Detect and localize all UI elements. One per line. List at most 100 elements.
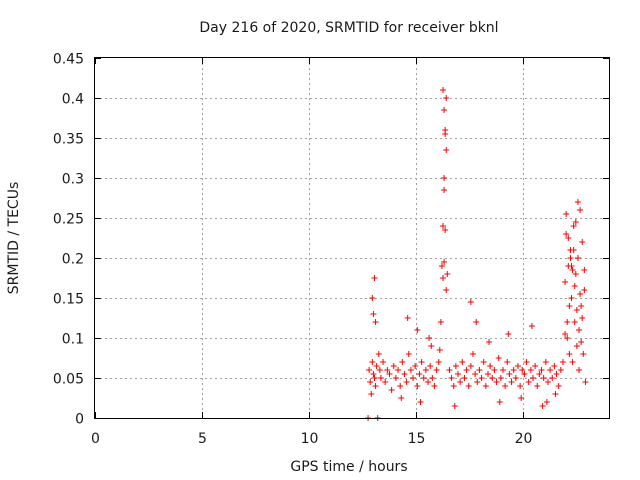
data-point <box>373 363 380 369</box>
data-point <box>437 319 444 325</box>
data-point <box>534 383 541 389</box>
data-point <box>433 367 440 373</box>
data-point <box>399 359 406 365</box>
y-tick-label: 0.25 <box>53 212 84 228</box>
data-point <box>441 175 448 181</box>
data-point <box>431 383 438 389</box>
data-point <box>510 367 517 373</box>
data-point <box>452 363 459 369</box>
data-point <box>570 223 577 229</box>
y-tick-label: 0.45 <box>53 52 84 68</box>
data-point <box>563 211 570 217</box>
x-tick-label: 10 <box>301 431 319 447</box>
data-point <box>397 383 404 389</box>
data-point <box>440 223 447 229</box>
data-point <box>567 255 574 261</box>
y-axis-label: SRMTID / TECUs <box>6 182 22 295</box>
data-point <box>564 335 571 341</box>
data-point <box>571 283 578 289</box>
data-point <box>577 291 584 297</box>
x-tick-label: 0 <box>91 431 100 447</box>
data-point <box>519 367 526 373</box>
y-tick-label: 0.2 <box>62 252 84 268</box>
data-point <box>467 363 474 369</box>
data-point <box>478 375 485 381</box>
y-tick-label: 0.3 <box>62 172 84 188</box>
data-point <box>375 351 382 357</box>
data-point <box>369 359 376 365</box>
data-point <box>404 315 411 321</box>
data-point <box>568 263 575 269</box>
data-point <box>570 247 577 253</box>
data-point <box>392 375 399 381</box>
data-point <box>523 359 530 365</box>
data-point <box>376 367 383 373</box>
data-point <box>508 379 515 385</box>
data-point <box>470 351 477 357</box>
data-point <box>398 395 405 401</box>
data-point <box>502 383 509 389</box>
data-point <box>579 315 586 321</box>
data-point <box>474 379 481 385</box>
data-point <box>414 327 421 333</box>
data-point <box>571 319 578 325</box>
data-point <box>581 267 588 273</box>
data-point <box>495 355 502 361</box>
data-point <box>370 311 377 317</box>
x-axis-label: GPS time / hours <box>290 459 407 475</box>
y-tick-label: 0.1 <box>62 332 84 348</box>
data-point <box>580 351 587 357</box>
data-point <box>486 339 493 345</box>
data-point <box>538 367 545 373</box>
plot-area-border <box>94 57 610 419</box>
data-point <box>532 363 539 369</box>
data-point <box>504 359 511 365</box>
data-point <box>559 359 566 365</box>
data-point <box>578 339 585 345</box>
data-point <box>410 375 417 381</box>
data-point <box>446 367 453 373</box>
data-point <box>581 287 588 293</box>
data-point <box>395 367 402 373</box>
data-point <box>405 351 412 357</box>
data-point <box>568 295 575 301</box>
data-point <box>505 331 512 337</box>
y-tick-label: 0.05 <box>53 372 84 388</box>
data-point <box>371 275 378 281</box>
data-point <box>514 363 521 369</box>
axis-ticks: 0 5 10 15 20 0 0.05 0.1 0.15 0.2 0.25 0.3 0.35 0.4 0.4… <box>53 52 609 447</box>
data-point <box>417 399 424 405</box>
data-point <box>443 95 450 101</box>
data-point <box>528 323 535 329</box>
data-point <box>517 383 524 389</box>
chart-title: Day 216 of 2020, SRMTID for receiver bkn… <box>199 20 498 36</box>
data-point <box>544 379 551 385</box>
data-point <box>438 263 445 269</box>
data-point <box>489 375 496 381</box>
data-point <box>366 367 373 373</box>
data-point <box>367 379 374 385</box>
data-point <box>573 307 580 313</box>
data-point <box>472 371 479 377</box>
y-tick-label: 0.15 <box>53 292 84 308</box>
data-point <box>414 383 421 389</box>
grid-lines <box>95 58 609 418</box>
data-point <box>401 371 408 377</box>
data-point <box>542 359 549 365</box>
data-point <box>551 363 558 369</box>
data-point <box>579 239 586 245</box>
data-point <box>416 371 423 377</box>
data-point <box>549 375 556 381</box>
data-point <box>491 367 498 373</box>
data-point <box>441 107 448 113</box>
data-point <box>403 379 410 385</box>
data-point <box>521 371 528 377</box>
data-point <box>562 331 569 337</box>
data-point <box>467 299 474 305</box>
data-point <box>529 375 536 381</box>
y-tick-label: 0 <box>75 412 84 428</box>
y-tick-label: 0.4 <box>62 92 84 108</box>
data-point <box>547 367 554 373</box>
data-point <box>543 399 550 405</box>
